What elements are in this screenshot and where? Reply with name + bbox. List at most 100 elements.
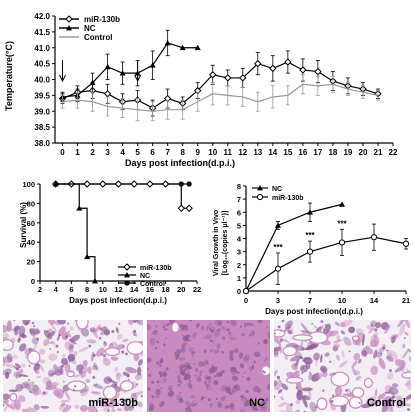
viral-x-axis-label: Days post infection(d.p.i.) (265, 307, 363, 316)
data-point (275, 222, 281, 228)
histology-panel-control: Control (274, 320, 411, 412)
y-tick-label: 7 (237, 195, 241, 204)
legend-marker (65, 15, 73, 23)
x-tick-label: 5 (135, 148, 140, 157)
y-tick-label: 38.0 (34, 139, 50, 148)
series-control (60, 74, 380, 122)
data-point (307, 209, 313, 215)
temperature-y-axis-label: Temperature(°C) (4, 41, 14, 111)
data-point (161, 180, 170, 188)
legend-entry-nc: NC (118, 272, 150, 280)
data-point (103, 90, 112, 98)
legend-marker (123, 263, 131, 271)
data-point (239, 74, 247, 82)
y-tick-label: 3 (237, 248, 241, 257)
series-line (62, 83, 379, 112)
y-tick-label: 8 (237, 182, 241, 191)
x-tick-label: 21 (374, 148, 383, 157)
x-tick-label: 7 (308, 296, 312, 305)
y-tick-label: 6 (237, 208, 241, 217)
histology-panel-nc: NC (147, 320, 270, 412)
significance-marker: *** (305, 231, 315, 240)
x-tick-label: 6 (150, 148, 155, 157)
data-point (194, 44, 201, 51)
legend-label: miR-130b (272, 195, 304, 202)
viral-y-axis-label: Viral Growth in Vivo (213, 210, 220, 276)
y-tick-label: 40.0 (34, 76, 50, 85)
series-line (55, 183, 190, 209)
data-point (402, 240, 410, 247)
x-tick-label: 16 (298, 148, 307, 157)
series-nc (243, 201, 345, 294)
x-tick-label: 12 (114, 285, 122, 294)
lung-tissue-image (3, 320, 143, 412)
x-tick-label: 4 (54, 285, 59, 294)
x-tick-label: 10 (208, 148, 217, 157)
x-tick-label: 19 (343, 148, 352, 157)
series-mir-130b (51, 180, 193, 212)
x-tick-label: 2 (90, 148, 95, 157)
data-point (339, 201, 345, 207)
data-point (370, 234, 378, 241)
legend-entry-control: Control (118, 280, 165, 288)
data-point (209, 71, 217, 79)
x-tick-label: 0 (60, 148, 65, 157)
x-tick-label: 20 (359, 148, 368, 157)
x-tick-label: 0 (244, 296, 248, 305)
legend-label: Control (140, 281, 165, 288)
legend-entry-control: Control (59, 33, 112, 42)
legend-label: NC (272, 186, 282, 193)
y-tick-label: 40.5 (34, 60, 50, 69)
x-tick-label: 4 (120, 148, 125, 157)
x-tick-label: 3 (276, 296, 280, 305)
data-point (299, 66, 307, 74)
y-tick-label: 4 (237, 235, 242, 244)
data-point (130, 180, 138, 188)
series-line (62, 42, 198, 98)
legend-entry-nc: NC (59, 24, 96, 33)
x-tick-label: 16 (146, 285, 154, 294)
temperature-chart: 38.038.539.039.540.040.541.041.542.00 1 2 3… (4, 12, 398, 168)
data-point (149, 62, 156, 68)
series-line (62, 61, 379, 109)
series-line (245, 203, 343, 292)
y-tick-label: 80 (27, 199, 35, 208)
data-point (177, 204, 186, 212)
x-tick-label: 3 (105, 148, 110, 157)
x-tick-label: 14 (370, 296, 379, 305)
legend-label: NC (84, 24, 96, 33)
y-tick-label: 40 (27, 238, 35, 247)
legend-entry-mir-130b: miR-130b (252, 193, 304, 202)
x-tick-label: 8 (85, 285, 89, 294)
y-tick-label: 39.5 (34, 91, 50, 100)
y-tick-label: 42.0 (34, 12, 50, 21)
x-tick-label: 18 (328, 148, 337, 157)
data-point (224, 74, 232, 82)
x-tick-label: 2 (38, 285, 42, 294)
data-point (114, 180, 123, 188)
data-point (83, 180, 91, 188)
legend-marker (257, 185, 263, 191)
temperature-x-axis-label: Days post infection(d.p.i.) (125, 158, 235, 168)
survival-chart: 0 20 40 60 80 100 2 4 6 8 10 12 14 16 18 20 22 miR-130bN… (19, 180, 201, 305)
legend-label: miR-130b (140, 265, 172, 272)
legend-marker (66, 25, 72, 31)
significance-marker: *** (273, 243, 283, 252)
series-mir-130b (242, 223, 410, 295)
y-tick-label: 20 (27, 258, 35, 267)
infection-arrow (59, 60, 66, 83)
x-tick-label: 18 (161, 285, 169, 294)
data-point (338, 239, 346, 246)
data-point (254, 59, 262, 68)
y-tick-label: 100 (22, 180, 35, 189)
x-tick-label: 9 (195, 148, 200, 157)
data-point (84, 253, 91, 260)
y-tick-label: 38.5 (34, 123, 50, 132)
data-point (89, 79, 96, 86)
x-tick-label: 20 (177, 285, 185, 294)
y-tick-label: 0 (31, 277, 35, 286)
y-tick-label: 1 (237, 274, 241, 283)
data-point (52, 181, 59, 187)
x-tick-label: 12 (238, 148, 247, 157)
x-tick-label: 1 (75, 148, 80, 157)
